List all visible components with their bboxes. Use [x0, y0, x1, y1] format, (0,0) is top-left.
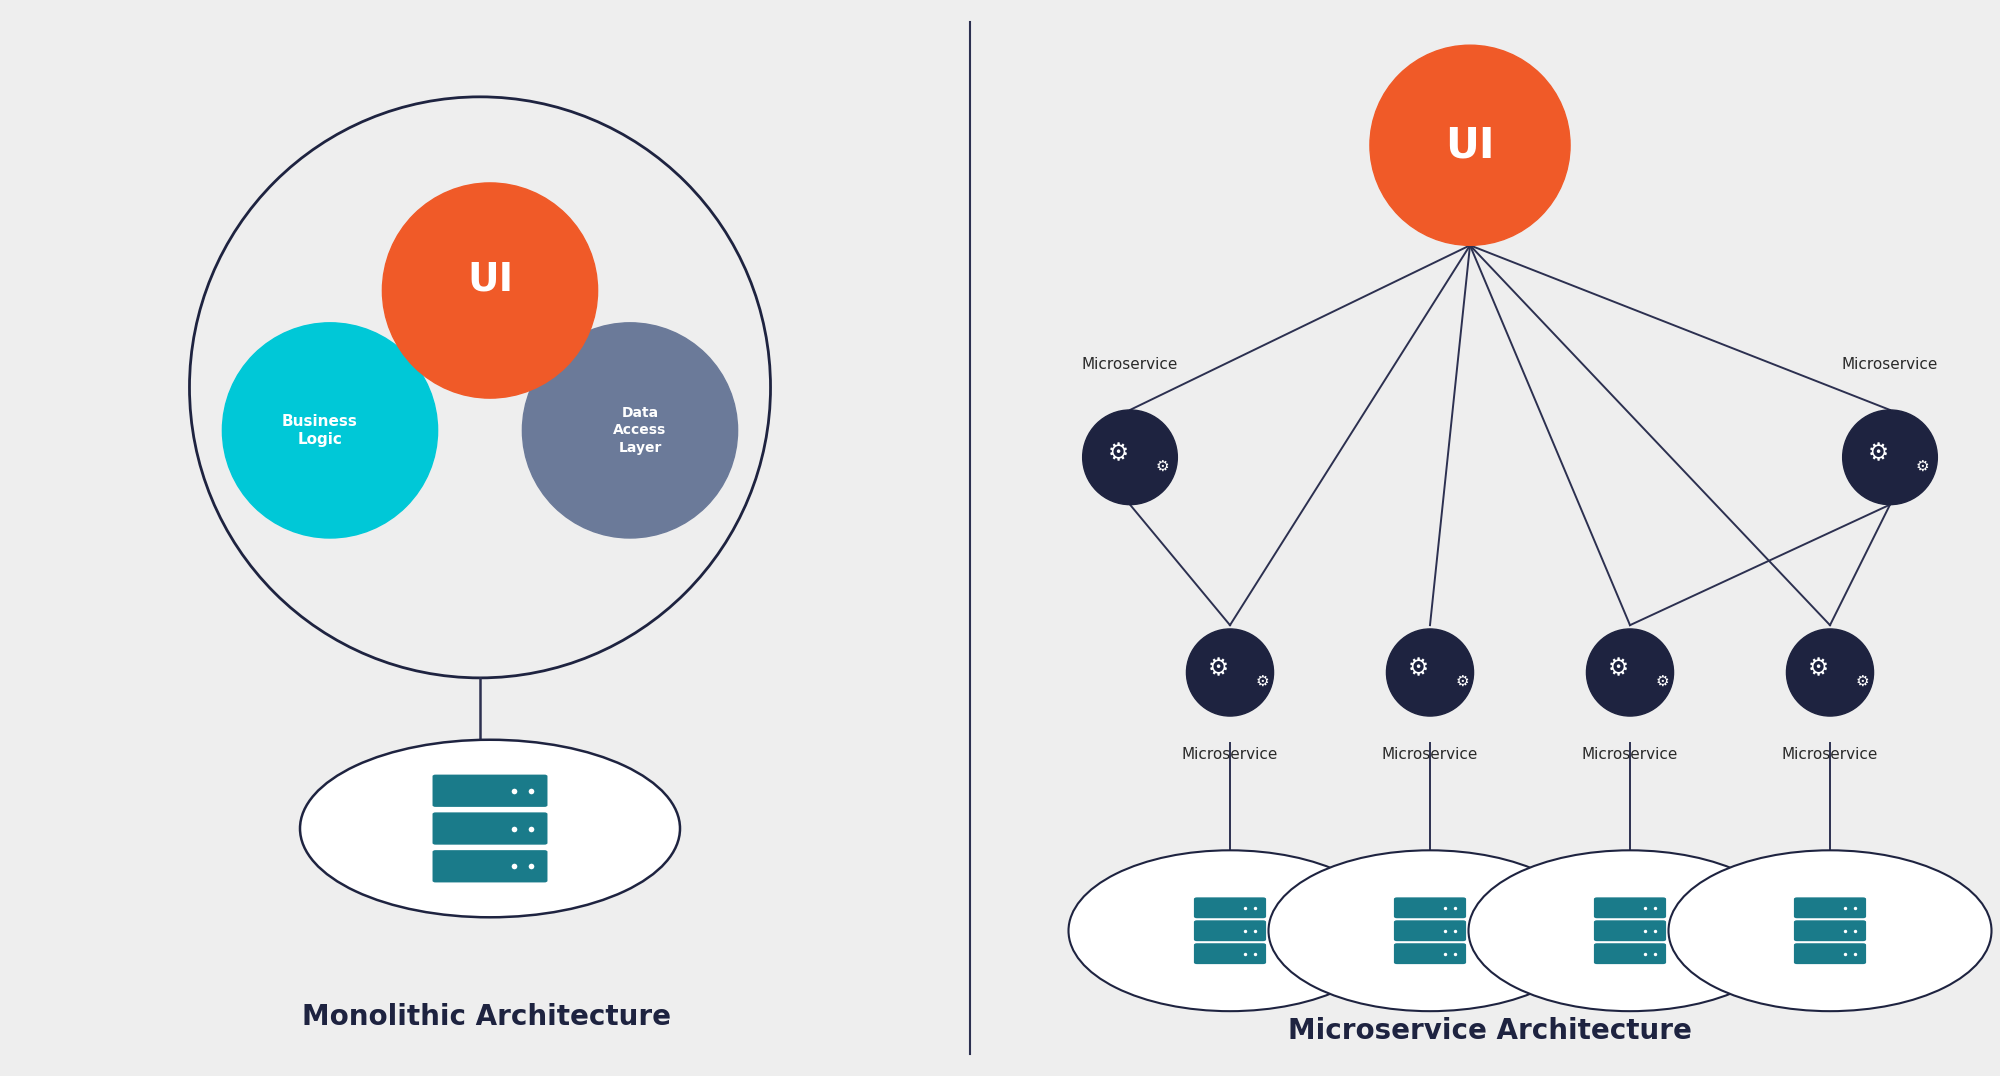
Ellipse shape: [1082, 410, 1178, 505]
Text: UI: UI: [466, 260, 514, 299]
FancyBboxPatch shape: [432, 812, 548, 845]
Text: Data
Access
Layer: Data Access Layer: [614, 406, 666, 455]
Ellipse shape: [382, 183, 598, 398]
Text: ⚙: ⚙: [1808, 656, 1828, 680]
FancyBboxPatch shape: [1594, 897, 1666, 918]
Text: Microservice: Microservice: [1382, 747, 1478, 762]
Ellipse shape: [1186, 629, 1274, 716]
Ellipse shape: [1068, 850, 1392, 1011]
Text: Microservice Architecture: Microservice Architecture: [1288, 1017, 1692, 1045]
FancyBboxPatch shape: [1794, 944, 1866, 964]
Ellipse shape: [1386, 629, 1474, 716]
FancyBboxPatch shape: [1194, 920, 1266, 942]
Ellipse shape: [300, 740, 680, 917]
Text: ⚙: ⚙: [1656, 674, 1668, 689]
Ellipse shape: [1586, 629, 1674, 716]
Text: ⚙: ⚙: [1256, 674, 1268, 689]
Ellipse shape: [1468, 850, 1792, 1011]
FancyBboxPatch shape: [1794, 920, 1866, 942]
Text: ⚙: ⚙: [1916, 458, 1928, 473]
Text: Microservice: Microservice: [1082, 357, 1178, 372]
Text: ⚙: ⚙: [1856, 674, 1868, 689]
Ellipse shape: [1268, 850, 1592, 1011]
FancyBboxPatch shape: [1394, 944, 1466, 964]
Ellipse shape: [1668, 850, 1992, 1011]
Ellipse shape: [522, 323, 738, 538]
Ellipse shape: [222, 323, 438, 538]
Text: ⚙: ⚙: [1456, 674, 1468, 689]
FancyBboxPatch shape: [1594, 920, 1666, 942]
FancyBboxPatch shape: [1394, 920, 1466, 942]
FancyBboxPatch shape: [1394, 897, 1466, 918]
Text: Microservice: Microservice: [1782, 747, 1878, 762]
Text: ⚙: ⚙: [1208, 656, 1228, 680]
Ellipse shape: [1786, 629, 1874, 716]
FancyBboxPatch shape: [1194, 897, 1266, 918]
Text: UI: UI: [1446, 124, 1494, 167]
Text: ⚙: ⚙: [1608, 656, 1628, 680]
FancyBboxPatch shape: [1594, 944, 1666, 964]
Text: ⚙: ⚙: [1156, 458, 1168, 473]
Text: Microservice: Microservice: [1582, 747, 1678, 762]
FancyBboxPatch shape: [432, 775, 548, 807]
Text: ⚙: ⚙: [1408, 656, 1428, 680]
FancyBboxPatch shape: [1794, 897, 1866, 918]
Text: ⚙: ⚙: [1108, 441, 1128, 465]
Ellipse shape: [1842, 410, 1938, 505]
FancyBboxPatch shape: [432, 850, 548, 882]
FancyBboxPatch shape: [1194, 944, 1266, 964]
Text: Microservice: Microservice: [1182, 747, 1278, 762]
Ellipse shape: [1370, 45, 1570, 245]
Text: Microservice: Microservice: [1842, 357, 1938, 372]
Text: Monolithic Architecture: Monolithic Architecture: [302, 1003, 670, 1031]
Text: Business
Logic: Business Logic: [282, 413, 358, 448]
Text: ⚙: ⚙: [1868, 441, 1888, 465]
